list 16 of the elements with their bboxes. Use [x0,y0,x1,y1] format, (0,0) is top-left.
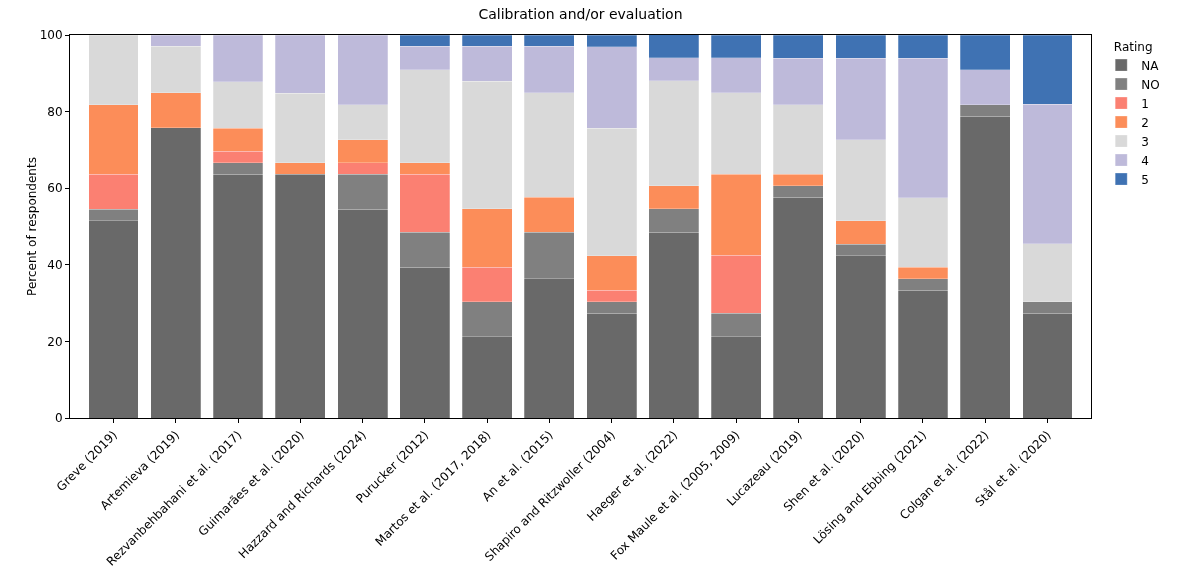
legend-label: NA [1141,58,1160,73]
legend-label: 5 [1141,172,1149,187]
legend-label: 3 [1141,134,1149,149]
y-tick-label: 0 [54,411,63,426]
y-tick-label: 40 [47,258,63,272]
legend-label: 4 [1141,153,1149,168]
chart-title: Calibration and/or evaluation [478,5,683,22]
y-tick-label: 20 [47,334,63,349]
legend-label: 1 [1141,96,1149,111]
legend-title: Rating [1113,39,1153,54]
legend-label: NO [1141,77,1160,92]
y-tick-label: 60 [47,181,63,196]
legend-label: 2 [1141,115,1149,130]
y-tick-label: 80 [47,104,63,119]
y-axis-title: Percent of respondents [25,157,39,296]
y-tick-label: 100 [39,28,63,43]
